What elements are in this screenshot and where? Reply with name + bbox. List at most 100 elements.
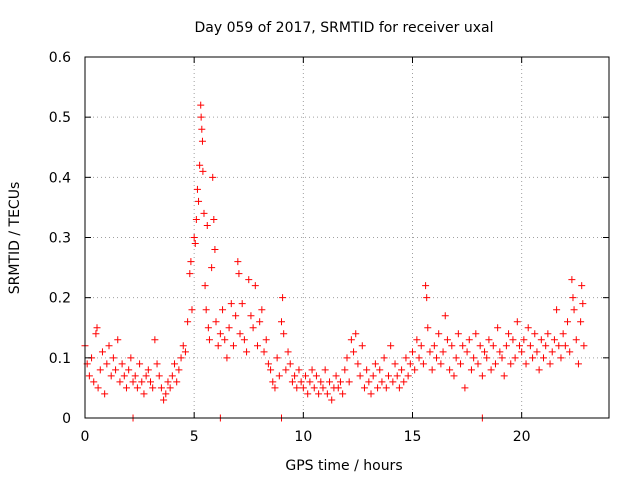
data-point: [133, 384, 141, 392]
data-point: [249, 324, 257, 332]
data-point: [365, 378, 373, 386]
data-point: [264, 360, 272, 368]
data-point: [278, 318, 285, 326]
data-point: [103, 360, 111, 368]
data-point: [423, 294, 431, 302]
data-point: [561, 342, 569, 350]
y-axis-label: SRMTID / TECUs: [7, 182, 23, 295]
data-point: [304, 390, 312, 398]
data-point: [446, 366, 454, 374]
data-point: [227, 300, 235, 308]
data-point: [310, 384, 318, 392]
data-point: [116, 378, 124, 386]
data-point: [580, 342, 588, 350]
data-point: [317, 378, 325, 386]
data-point: [271, 384, 279, 392]
data-point: [424, 324, 432, 332]
data-point: [465, 336, 473, 344]
data-point: [520, 336, 528, 344]
x-axis-label: GPS time / hours: [285, 458, 402, 474]
data-point: [402, 354, 410, 362]
data-point: [186, 270, 194, 278]
data-point: [540, 354, 547, 362]
data-point: [570, 306, 578, 314]
data-point: [406, 360, 414, 368]
data-point: [415, 354, 423, 362]
data-point: [350, 348, 358, 356]
data-point: [293, 384, 301, 392]
data-point: [422, 282, 430, 290]
data-point: [526, 342, 534, 350]
data-point: [232, 312, 240, 320]
data-point: [332, 372, 340, 380]
data-point: [203, 221, 211, 229]
data-point: [238, 300, 246, 308]
data-point: [166, 384, 174, 392]
data-point: [114, 336, 122, 344]
data-point: [275, 372, 283, 380]
data-point: [474, 360, 482, 368]
data-point: [356, 372, 364, 380]
data-point: [347, 336, 355, 344]
data-point: [216, 330, 224, 338]
data-point: [509, 336, 517, 344]
data-point: [441, 312, 449, 320]
data-point: [256, 318, 264, 326]
data-point: [461, 384, 469, 392]
data-point: [376, 366, 384, 374]
data-point: [312, 372, 320, 380]
data-point: [149, 384, 157, 392]
data-point: [467, 366, 475, 374]
data-point: [200, 209, 208, 217]
data-points: [81, 101, 588, 422]
data-point: [505, 330, 513, 338]
data-point: [212, 318, 220, 326]
data-point: [85, 372, 93, 380]
data-point: [450, 372, 458, 380]
data-point: [105, 342, 113, 350]
data-point: [472, 330, 480, 338]
data-point: [260, 348, 268, 356]
data-point: [557, 354, 565, 362]
data-point: [384, 372, 392, 380]
data-point: [542, 342, 550, 350]
data-point: [204, 324, 212, 332]
data-point: [339, 390, 347, 398]
y-tick-label: 0.3: [49, 231, 71, 247]
data-point: [559, 330, 567, 338]
data-point: [352, 330, 360, 338]
data-point: [155, 372, 163, 380]
data-point: [90, 378, 98, 386]
data-point: [181, 348, 189, 356]
x-tick-label: 10: [294, 429, 312, 445]
data-point: [533, 348, 541, 356]
data-point: [428, 366, 436, 374]
data-point: [354, 360, 362, 368]
data-point: [448, 342, 456, 350]
data-point: [524, 324, 532, 332]
data-point: [120, 372, 128, 380]
data-point: [191, 240, 199, 248]
data-point: [439, 348, 447, 356]
data-point: [199, 167, 207, 175]
data-point: [98, 348, 106, 356]
data-point: [478, 372, 486, 380]
data-point: [171, 360, 179, 368]
data-point: [341, 366, 349, 374]
data-point: [288, 378, 296, 386]
data-point: [157, 384, 165, 392]
data-point: [577, 318, 585, 326]
data-point: [513, 318, 521, 326]
data-point: [574, 360, 582, 368]
data-point: [387, 342, 395, 350]
data-point: [481, 348, 489, 356]
data-point: [136, 360, 144, 368]
data-point: [184, 318, 192, 326]
data-point: [511, 354, 519, 362]
data-point: [409, 348, 416, 356]
data-point: [247, 312, 255, 320]
grid-lines: [85, 57, 609, 418]
data-point: [426, 348, 434, 356]
data-point: [235, 270, 243, 278]
data-point: [253, 342, 261, 350]
